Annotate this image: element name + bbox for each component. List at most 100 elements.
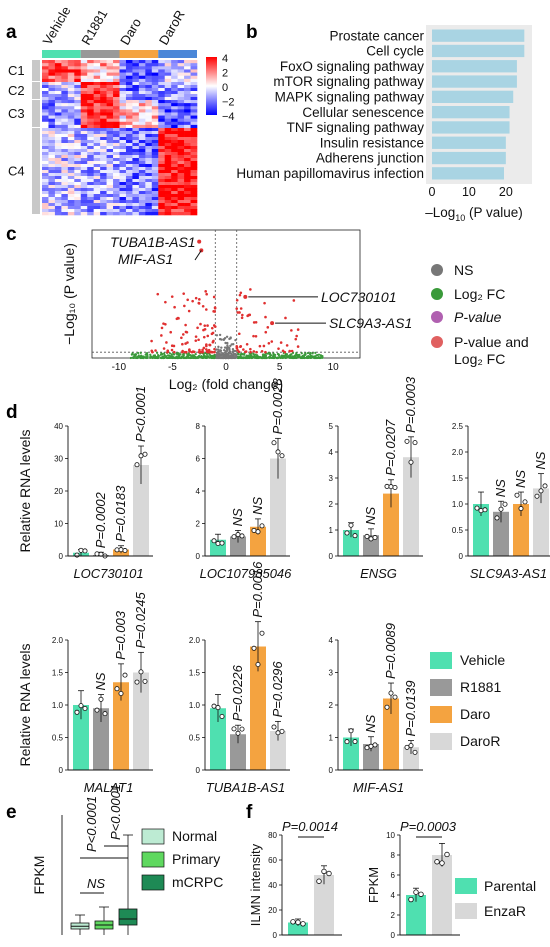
- heatmap-cell: [93, 109, 101, 113]
- heatmap-cell: [74, 176, 82, 180]
- heatmap-cell: [125, 128, 133, 132]
- replicate-point: [271, 440, 277, 446]
- heatmap-cell: [125, 200, 133, 204]
- heatmap-cell: [67, 149, 75, 153]
- heatmap-cell: [42, 78, 49, 83]
- replicate-point: [392, 484, 398, 490]
- heatmap-cell: [119, 212, 127, 216]
- replicate-point: [321, 868, 327, 875]
- data-point: [309, 353, 312, 357]
- data-point: [264, 356, 267, 360]
- heatmap-cell: [190, 106, 198, 110]
- heatmap-cell: [164, 158, 172, 162]
- heatmap-cell: [145, 194, 153, 198]
- heatmap-cell: [54, 179, 62, 183]
- heatmap-cell: [119, 72, 127, 77]
- heatmap-cell: [164, 188, 172, 192]
- data-point: [240, 356, 243, 359]
- heatmap-cell: [106, 167, 114, 171]
- heatmap-cell: [145, 134, 153, 138]
- heatmap-cell: [74, 63, 82, 67]
- replicate-point: [522, 499, 528, 505]
- heatmap-cell: [113, 112, 120, 116]
- heatmap-cell: [177, 106, 185, 110]
- heatmap-cell: [151, 66, 159, 70]
- bar: [432, 90, 514, 103]
- heatmap-cell: [158, 164, 166, 168]
- heatmap-cell: [151, 103, 159, 107]
- heatmap-cell: [125, 173, 133, 177]
- heatmap-cell: [138, 66, 146, 70]
- replicate-point: [211, 538, 217, 544]
- bar-DaroR: [270, 731, 286, 770]
- replicate-point: [538, 488, 544, 494]
- heatmap-cell: [54, 173, 62, 177]
- heatmap-cell: [164, 200, 172, 204]
- heatmap-cell: [125, 124, 133, 129]
- heatmap-cell: [119, 158, 127, 162]
- replicate-point: [384, 704, 390, 710]
- heatmap-cell: [100, 170, 107, 174]
- heatmap-cell: [132, 91, 140, 95]
- heatmap-cell: [93, 124, 101, 129]
- data-point: [159, 353, 162, 356]
- heatmap-cell: [42, 158, 49, 162]
- heatmap-cell: [61, 161, 69, 165]
- heatmap-cell: [190, 94, 198, 98]
- gene-label: LOC730101: [73, 566, 143, 581]
- heatmap-cell: [93, 203, 101, 207]
- heatmap-cell: [138, 131, 146, 135]
- heatmap-cell: [125, 206, 133, 210]
- heatmap-cell: [74, 194, 82, 198]
- heatmap-cell: [119, 63, 127, 67]
- y-tick-label: 1.0: [52, 701, 64, 710]
- heatmap-cell: [67, 115, 75, 119]
- heatmap-cell: [80, 203, 88, 207]
- heatmap-cell: [177, 212, 185, 216]
- heatmap-cell: [132, 85, 140, 89]
- heatmap-cell: [100, 152, 107, 156]
- heatmap-cell: [113, 158, 120, 162]
- data-point: [279, 356, 282, 359]
- data-point: [150, 339, 153, 343]
- heatmap-cell: [42, 60, 49, 64]
- heatmap-cell: [42, 206, 49, 210]
- heatmap-cell: [125, 69, 133, 73]
- heatmap-cell: [48, 82, 56, 86]
- y-tick-label: 8: [391, 851, 396, 860]
- heatmap-cell: [151, 94, 159, 98]
- y-tick-label: 5: [329, 422, 334, 431]
- heatmap-cell: [87, 179, 94, 183]
- heatmap-cell: [67, 170, 75, 174]
- replicate-point: [388, 690, 394, 696]
- heatmap-cell: [145, 60, 153, 64]
- heatmap-cell: [132, 188, 140, 192]
- stat-label: P=0.0089: [383, 623, 398, 679]
- data-point: [220, 338, 223, 341]
- heatmap-cell: [145, 140, 153, 144]
- heatmap-cell: [100, 121, 107, 126]
- heatmap-cell: [74, 75, 82, 80]
- data-point: [172, 350, 176, 354]
- heatmap-cell: [171, 182, 178, 186]
- heatmap-cell: [87, 100, 94, 104]
- heatmap-cell: [145, 72, 153, 77]
- heatmap-cell: [184, 66, 191, 70]
- data-point: [179, 356, 182, 360]
- heatmap-cell: [190, 137, 198, 141]
- data-point: [218, 356, 222, 360]
- panel-label-e: e: [6, 802, 17, 823]
- heatmap-cell: [125, 72, 133, 77]
- heatmap-cell: [138, 137, 146, 141]
- heatmap-cell: [184, 188, 191, 192]
- stat-label: P=0.0139: [403, 681, 418, 737]
- heatmap-cell: [100, 109, 107, 113]
- heatmap-cell: [151, 91, 159, 95]
- data-point: [162, 347, 166, 350]
- heatmap-cell: [93, 173, 101, 177]
- heatmap-cell: [119, 173, 127, 177]
- heatmap-cell: [184, 124, 191, 129]
- data-point: [185, 330, 189, 334]
- heatmap-cell: [132, 63, 140, 67]
- heatmap-cell: [61, 72, 69, 77]
